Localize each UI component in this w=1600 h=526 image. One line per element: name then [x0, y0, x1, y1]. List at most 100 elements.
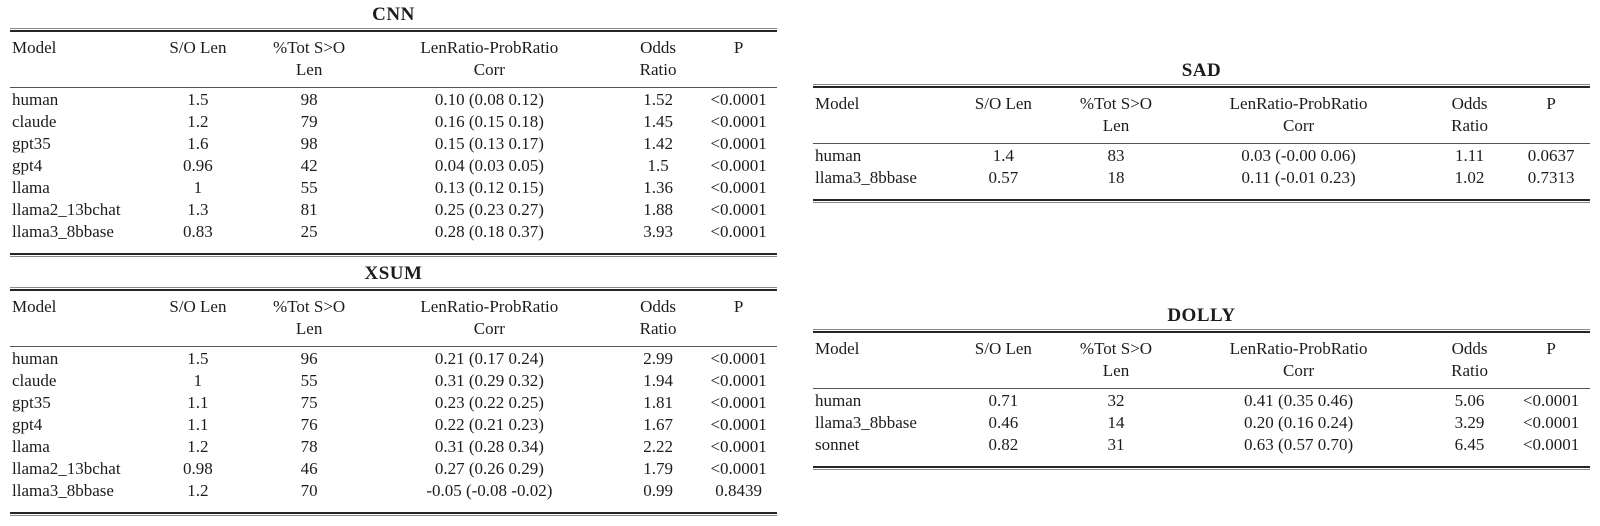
value-cell: 5.06: [1454, 391, 1485, 410]
table-row: llama3_8bbase 0.46 14 0.20 (0.16 0.24) 3.29 <…: [813, 412, 1590, 434]
value-cell: 2.99: [643, 349, 673, 368]
value-cell: 14: [1107, 413, 1125, 432]
value-cell: 0.71: [988, 391, 1019, 410]
value-cell: -0.05 (-0.08 -0.02): [426, 481, 553, 500]
column-header: P: [1546, 339, 1556, 358]
table-row: llama3_8bbase 0.57 18 0.11 (-0.01 0.23) 1.02…: [813, 167, 1590, 189]
value-cell: 1.94: [643, 371, 673, 390]
column-header: Model: [12, 38, 57, 57]
model-name-cell: llama: [12, 178, 50, 197]
model-name-cell: llama3_8bbase: [12, 481, 114, 500]
value-cell: 2.22: [643, 437, 673, 456]
model-name-cell: sonnet: [815, 435, 860, 454]
model-name-cell: llama: [12, 437, 50, 456]
column-header: P: [733, 297, 744, 316]
value-cell: 0.11 (-0.01 0.23): [1241, 168, 1356, 187]
value-cell: 78: [300, 437, 318, 456]
value-cell: 1.1: [187, 415, 209, 434]
table-header-row: Model S/O Len %Tot S>O Len LenRatio-ProbRati…: [813, 333, 1590, 388]
value-cell: <0.0001: [710, 134, 767, 153]
value-cell: 42: [300, 156, 318, 175]
value-cell: 75: [300, 393, 318, 412]
table-header-row: Model S/O Len %Tot S>O Len LenRatio-ProbRati…: [813, 88, 1590, 143]
table-title: XSUM: [364, 263, 423, 284]
value-cell: <0.0001: [710, 200, 767, 219]
value-cell: 1.42: [643, 134, 673, 153]
value-cell: 1.79: [643, 459, 673, 478]
table-section-cnn: CNN Model S/O Len %Tot S>O Len LenRatio-Prob…: [10, 2, 777, 257]
table-body: human 1.4 83 0.03 (-0.00 0.06) 1.11 0.0637 lla…: [813, 144, 1590, 199]
table-row: claude 1.2 79 0.16 (0.15 0.18) 1.45 <0.0001: [10, 111, 777, 133]
column-header: LenRatio-ProbRatio Corr: [420, 297, 559, 338]
table-section-dolly: DOLLY Model S/O Len %Tot S>O Len LenRatio-Pr…: [813, 303, 1590, 470]
table-row: human 1.5 96 0.21 (0.17 0.24) 2.99 <0.0001: [10, 348, 777, 370]
table-title: SAD: [1181, 60, 1222, 81]
value-cell: 0.63 (0.57 0.70): [1244, 435, 1354, 454]
value-cell: 0.15 (0.13 0.17): [434, 134, 544, 153]
value-cell: 0.22 (0.21 0.23): [434, 415, 544, 434]
model-name-cell: gpt4: [12, 415, 43, 434]
value-cell: 55: [300, 371, 318, 390]
value-cell: 0.0637: [1527, 146, 1575, 165]
value-cell: 1.6: [187, 134, 209, 153]
value-cell: <0.0001: [710, 222, 767, 241]
model-name-cell: gpt4: [12, 156, 43, 175]
table-title: DOLLY: [1167, 305, 1236, 326]
top-rule: [813, 84, 1590, 88]
table-row: gpt4 1.1 76 0.22 (0.21 0.23) 1.67 <0.0001: [10, 414, 777, 436]
column-header: S/O Len: [974, 339, 1032, 358]
value-cell: 79: [300, 112, 318, 131]
table-row: gpt35 1.1 75 0.23 (0.22 0.25) 1.81 <0.0001: [10, 392, 777, 414]
value-cell: 6.45: [1454, 435, 1485, 454]
value-cell: 0.10 (0.08 0.12): [434, 90, 544, 109]
value-cell: 3.29: [1454, 413, 1485, 432]
table-row: gpt35 1.6 98 0.15 (0.13 0.17) 1.42 <0.0001: [10, 133, 777, 155]
value-cell: 0.82: [988, 435, 1019, 454]
table-row: llama3_8bbase 0.83 25 0.28 (0.18 0.37) 3.93 <…: [10, 221, 777, 243]
value-cell: 0.41 (0.35 0.46): [1244, 391, 1354, 410]
value-cell: 83: [1107, 146, 1125, 165]
value-cell: 0.98: [183, 459, 213, 478]
top-rule: [813, 329, 1590, 333]
value-cell: 0.99: [643, 481, 673, 500]
value-cell: 18: [1107, 168, 1125, 187]
column-header: Model: [815, 94, 860, 113]
value-cell: 0.04 (0.03 0.05): [434, 156, 544, 175]
table-row: llama3_8bbase 1.2 70 -0.05 (-0.08 -0.02) 0.9…: [10, 480, 777, 502]
column-header: %Tot S>O Len: [1079, 94, 1153, 135]
value-cell: 0.83: [183, 222, 213, 241]
value-cell: <0.0001: [710, 415, 767, 434]
bottom-rule: [10, 253, 777, 257]
column-header: S/O Len: [974, 94, 1032, 113]
value-cell: 0.13 (0.12 0.15): [434, 178, 544, 197]
top-rule: [10, 287, 777, 291]
model-name-cell: human: [12, 90, 59, 109]
value-cell: 0.7313: [1527, 168, 1575, 187]
column-header: LenRatio-ProbRatio Corr: [1229, 94, 1368, 135]
value-cell: 96: [300, 349, 318, 368]
column-header: Odds Ratio: [1451, 94, 1488, 135]
value-cell: 0.28 (0.18 0.37): [434, 222, 544, 241]
value-cell: 0.31 (0.28 0.34): [434, 437, 544, 456]
value-cell: 31: [1107, 435, 1125, 454]
value-cell: 1.2: [187, 112, 209, 131]
model-name-cell: llama3_8bbase: [12, 222, 114, 241]
column-header: Model: [12, 297, 57, 316]
value-cell: 98: [300, 134, 318, 153]
value-cell: 25: [300, 222, 318, 241]
value-cell: 1.1: [187, 393, 209, 412]
value-cell: 76: [300, 415, 318, 434]
table-row: llama2_13bchat 1.3 81 0.25 (0.23 0.27) 1.88 <…: [10, 199, 777, 221]
value-cell: 0.21 (0.17 0.24): [434, 349, 544, 368]
value-cell: 1.11: [1454, 146, 1485, 165]
table-section-sad: SAD Model S/O Len %Tot S>O Len LenRatio-Prob…: [813, 58, 1590, 203]
value-cell: 1.36: [643, 178, 673, 197]
value-cell: 0.27 (0.26 0.29): [434, 459, 544, 478]
table-row: human 1.5 98 0.10 (0.08 0.12) 1.52 <0.0001: [10, 89, 777, 111]
value-cell: 1.2: [187, 481, 209, 500]
header-rule: [813, 143, 1590, 144]
column-header: %Tot S>O Len: [273, 38, 346, 79]
value-cell: <0.0001: [710, 90, 767, 109]
column-header: Odds Ratio: [639, 38, 677, 79]
